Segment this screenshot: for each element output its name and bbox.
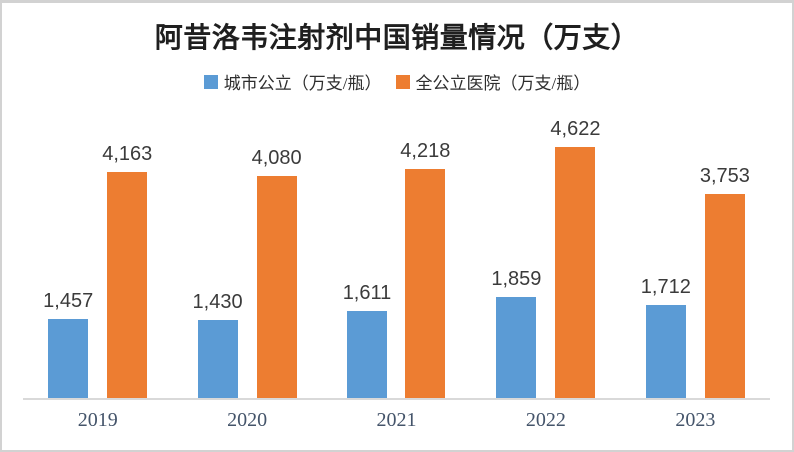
bar-value-label: 1,430 [192, 291, 243, 313]
legend-label-all-public-hospital: 全公立医院（万支/瓶） [415, 74, 591, 93]
bar-group-2022: 1,859 4,622 [471, 118, 620, 398]
bar-group-2019: 1,457 4,163 [23, 121, 172, 398]
chart-title: 阿昔洛韦注射剂中国销量情况（万支） [154, 23, 640, 54]
legend-swatch-all-public-hospital [395, 74, 410, 89]
x-axis-line [23, 398, 770, 400]
legend-item-all-public-hospital: 全公立医院（万支/瓶） [395, 69, 591, 94]
x-axis-tick-label: 2022 [525, 409, 566, 431]
bar-column: 4,080 [252, 147, 302, 398]
x-axis-labels: 2019 2020 2021 2022 2023 [23, 409, 770, 432]
bar [256, 176, 297, 398]
x-axis-tick-label: 2020 [227, 409, 268, 431]
bar-column: 1,611 [342, 282, 392, 398]
bar-value-label: 4,622 [550, 118, 601, 140]
plot-area: 1,457 4,163 1,430 4,080 1,611 4,218 1,859 4,622… [23, 118, 770, 400]
bar-column: 4,622 [550, 118, 600, 398]
bar [555, 147, 596, 398]
bar [704, 194, 745, 398]
bar-value-label: 1,457 [43, 290, 94, 312]
bar-column: 4,218 [400, 140, 450, 398]
legend-item-city-public: 城市公立（万支/瓶） [203, 69, 382, 94]
bar-column: 3,753 [700, 165, 750, 398]
x-axis-tick-label: 2019 [77, 409, 118, 431]
bar [496, 297, 537, 398]
legend: 城市公立（万支/瓶） 全公立医院（万支/瓶） [2, 69, 792, 94]
bar-value-label: 4,080 [251, 147, 302, 169]
bar [405, 169, 446, 398]
bar [346, 311, 387, 398]
bar-column: 1,712 [641, 276, 691, 398]
bar-column: 1,430 [193, 291, 243, 398]
bar-value-label: 1,859 [491, 268, 542, 290]
bar-group-2020: 1,430 4,080 [172, 121, 321, 398]
bar-value-label: 4,163 [102, 143, 153, 165]
bar-group-2023: 1,712 3,753 [621, 121, 770, 398]
bar [48, 319, 89, 398]
bar-value-label: 3,753 [699, 165, 750, 187]
legend-swatch-city-public [203, 74, 218, 89]
bar-group-2021: 1,611 4,218 [322, 121, 471, 398]
bar-value-label: 4,218 [400, 140, 451, 162]
x-axis-tick-label: 2021 [376, 409, 417, 431]
bar-groups: 1,457 4,163 1,430 4,080 1,611 4,218 1,859 4,622… [23, 118, 770, 398]
bar-column: 1,457 [43, 290, 93, 398]
bar [107, 172, 148, 398]
legend-label-city-public: 城市公立（万支/瓶） [223, 74, 382, 93]
bar [197, 320, 238, 398]
bar-column: 4,163 [102, 143, 152, 398]
bar-value-label: 1,712 [640, 276, 691, 298]
bar-value-label: 1,611 [342, 282, 392, 304]
x-axis-tick-label: 2023 [675, 409, 716, 431]
bar-column: 1,859 [491, 268, 541, 398]
bar [645, 305, 686, 398]
